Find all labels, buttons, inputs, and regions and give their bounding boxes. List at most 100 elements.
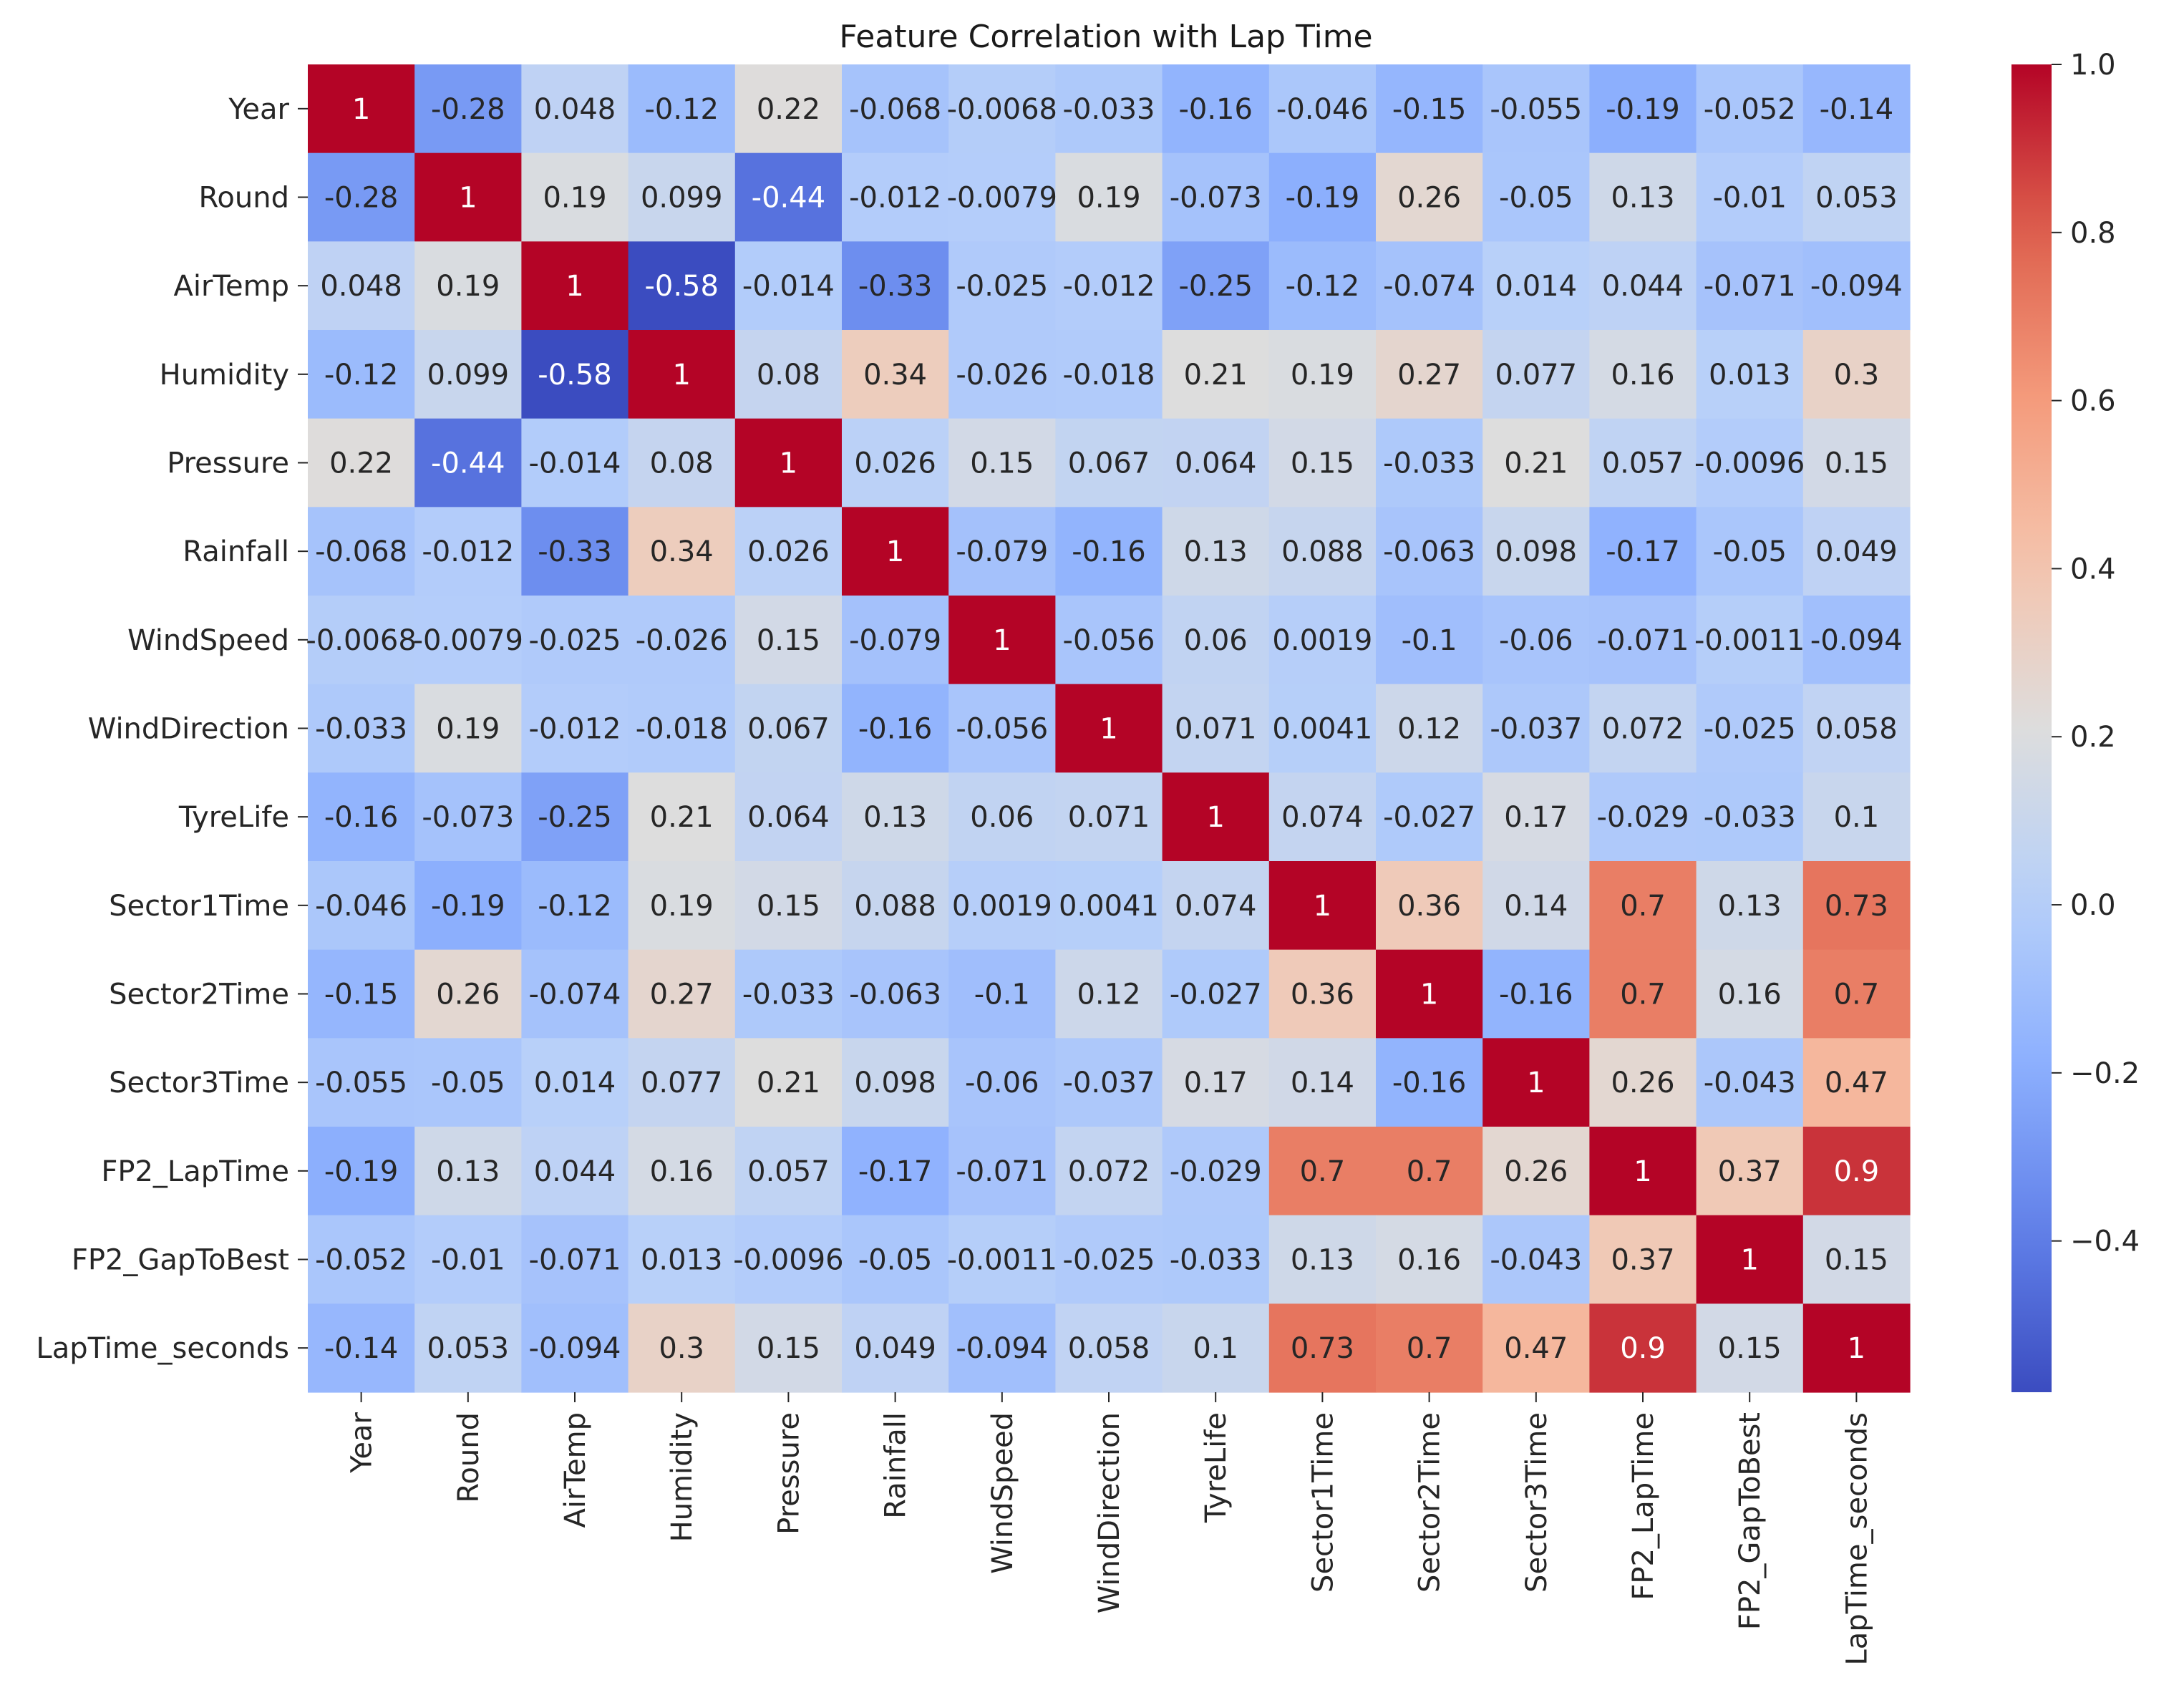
cell-value-label: -0.25 [1178,270,1253,303]
heatmap-cell [1376,1215,1483,1304]
cell-value-label: 1 [993,624,1011,657]
colorbar-tick-label: 0.8 [2070,217,2116,250]
heatmap-cell [1376,1303,1483,1393]
heatmap-cell [734,949,843,1039]
cell-value-label: -0.029 [1597,801,1689,834]
cell-value-label: 0.19 [543,182,606,215]
heatmap-cell [521,152,629,242]
colorbar-tick-label: 0.2 [2070,721,2116,754]
y-tick-label: Sector2Time [109,978,289,1011]
cell-value-label: 0.074 [1175,890,1257,923]
cell-value-label: 0.47 [1504,1332,1568,1365]
heatmap-cell [1055,1303,1163,1393]
cell-value-label: 0.15 [1825,447,1888,480]
heatmap-cell [414,152,522,242]
heatmap-cell [1696,772,1804,862]
cell-value-label: 0.026 [747,535,830,568]
heatmap-cell [948,772,1056,862]
heatmap-cell [1162,1038,1270,1127]
heatmap-cell [1482,772,1590,862]
cell-value-label: -0.01 [1712,182,1787,215]
cell-value-label: 1 [1314,890,1331,923]
cell-annotations: 1 -0.28 0.048 -0.12 0.22 -0.068 -0.0068 -0.033-… [306,93,1902,1365]
cell-value-label: 0.9 [1620,1332,1666,1365]
cell-value-label: 1 [672,359,690,392]
heatmap-cell [1376,949,1483,1039]
heatmap-cell [308,772,415,862]
cell-value-label: 1 [780,447,797,480]
heatmap-cell [1589,1127,1697,1216]
heatmap-cell [1589,684,1697,773]
cell-value-label: 0.7 [1834,978,1880,1011]
heatmap-cell [414,418,522,507]
heatmap-cell [1376,152,1483,242]
heatmap-cell [734,684,843,773]
heatmap-cell [948,241,1056,331]
cell-value-label: -0.0079 [947,182,1057,215]
cell-value-label: 0.1 [1834,801,1880,834]
cell-value-label: 0.37 [1718,1155,1782,1188]
cell-value-label: 0.058 [1815,713,1898,746]
cell-value-label: -0.094 [1810,270,1903,303]
heatmap-cell [1482,507,1590,596]
heatmap-cell [1696,1038,1804,1127]
cell-value-label: -0.033 [1383,447,1475,480]
x-tick-label: LapTime_seconds [1840,1412,1873,1666]
heatmap-cell [1162,418,1270,507]
cell-value-label: 0.072 [1602,713,1684,746]
heatmap-cells [308,64,1911,1393]
cell-value-label: 0.34 [863,359,927,392]
heatmap-cell [1696,330,1804,419]
y-tick-label: WindSpeed [127,624,289,657]
heatmap-cell [948,330,1056,419]
cell-value-label: 0.37 [1611,1244,1674,1277]
heatmap-cell [628,1215,736,1304]
heatmap-cell [1162,772,1270,862]
cell-value-label: -0.012 [529,713,621,746]
cell-value-label: -0.012 [422,535,514,568]
y-tick-label: Year [228,93,289,126]
heatmap-cell [842,64,949,154]
cell-value-label: -0.052 [315,1244,407,1277]
heatmap-cell [948,64,1056,154]
cell-value-label: 0.26 [1397,182,1461,215]
cell-value-label: 0.15 [757,624,820,657]
heatmap-cell [948,152,1056,242]
cell-value-label: 0.73 [1291,1332,1354,1365]
heatmap-cell [1696,64,1804,154]
cell-value-label: 0.12 [1397,713,1461,746]
cell-value-label: 0.098 [1495,535,1578,568]
cell-value-label: -0.16 [1072,535,1146,568]
cell-value-label: 0.0019 [1272,624,1372,657]
cell-value-label: -0.12 [1286,270,1360,303]
cell-value-label: -0.056 [1063,624,1155,657]
heatmap-cell [1589,596,1697,685]
heatmap-cell [414,1303,522,1393]
y-tick-label: Sector1Time [109,890,289,923]
cell-value-label: -0.033 [315,713,407,746]
heatmap-cell [1162,241,1270,331]
heatmap-cell [842,1127,949,1216]
heatmap-cell [521,1303,629,1393]
cell-value-label: -0.0068 [947,93,1057,126]
cell-value-label: 0.026 [854,447,936,480]
heatmap-cell [1696,949,1804,1039]
cell-value-label: -0.14 [1820,93,1894,126]
heatmap-cell [1696,684,1804,773]
cell-value-label: -0.0079 [413,624,523,657]
cell-value-label: 0.3 [1834,359,1880,392]
cell-value-label: -0.12 [538,890,612,923]
cell-value-label: 0.071 [1175,713,1257,746]
heatmap-cell [948,684,1056,773]
cell-value-label: 0.16 [650,1155,714,1188]
x-tick-label: Sector1Time [1306,1412,1339,1593]
cell-value-label: -0.05 [431,1067,505,1099]
cell-value-label: -0.018 [636,713,728,746]
cell-value-label: 0.13 [1291,1244,1354,1277]
cell-value-label: -0.1 [974,978,1030,1011]
heatmap-cell [308,949,415,1039]
cell-value-label: 0.13 [436,1155,500,1188]
cell-value-label: 0.072 [1068,1155,1150,1188]
cell-value-label: -0.14 [324,1332,399,1365]
cell-value-label: -0.025 [956,270,1048,303]
